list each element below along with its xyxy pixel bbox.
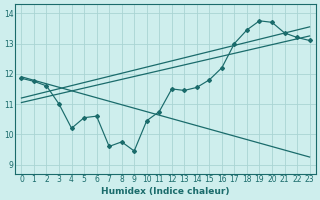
X-axis label: Humidex (Indice chaleur): Humidex (Indice chaleur): [101, 187, 230, 196]
